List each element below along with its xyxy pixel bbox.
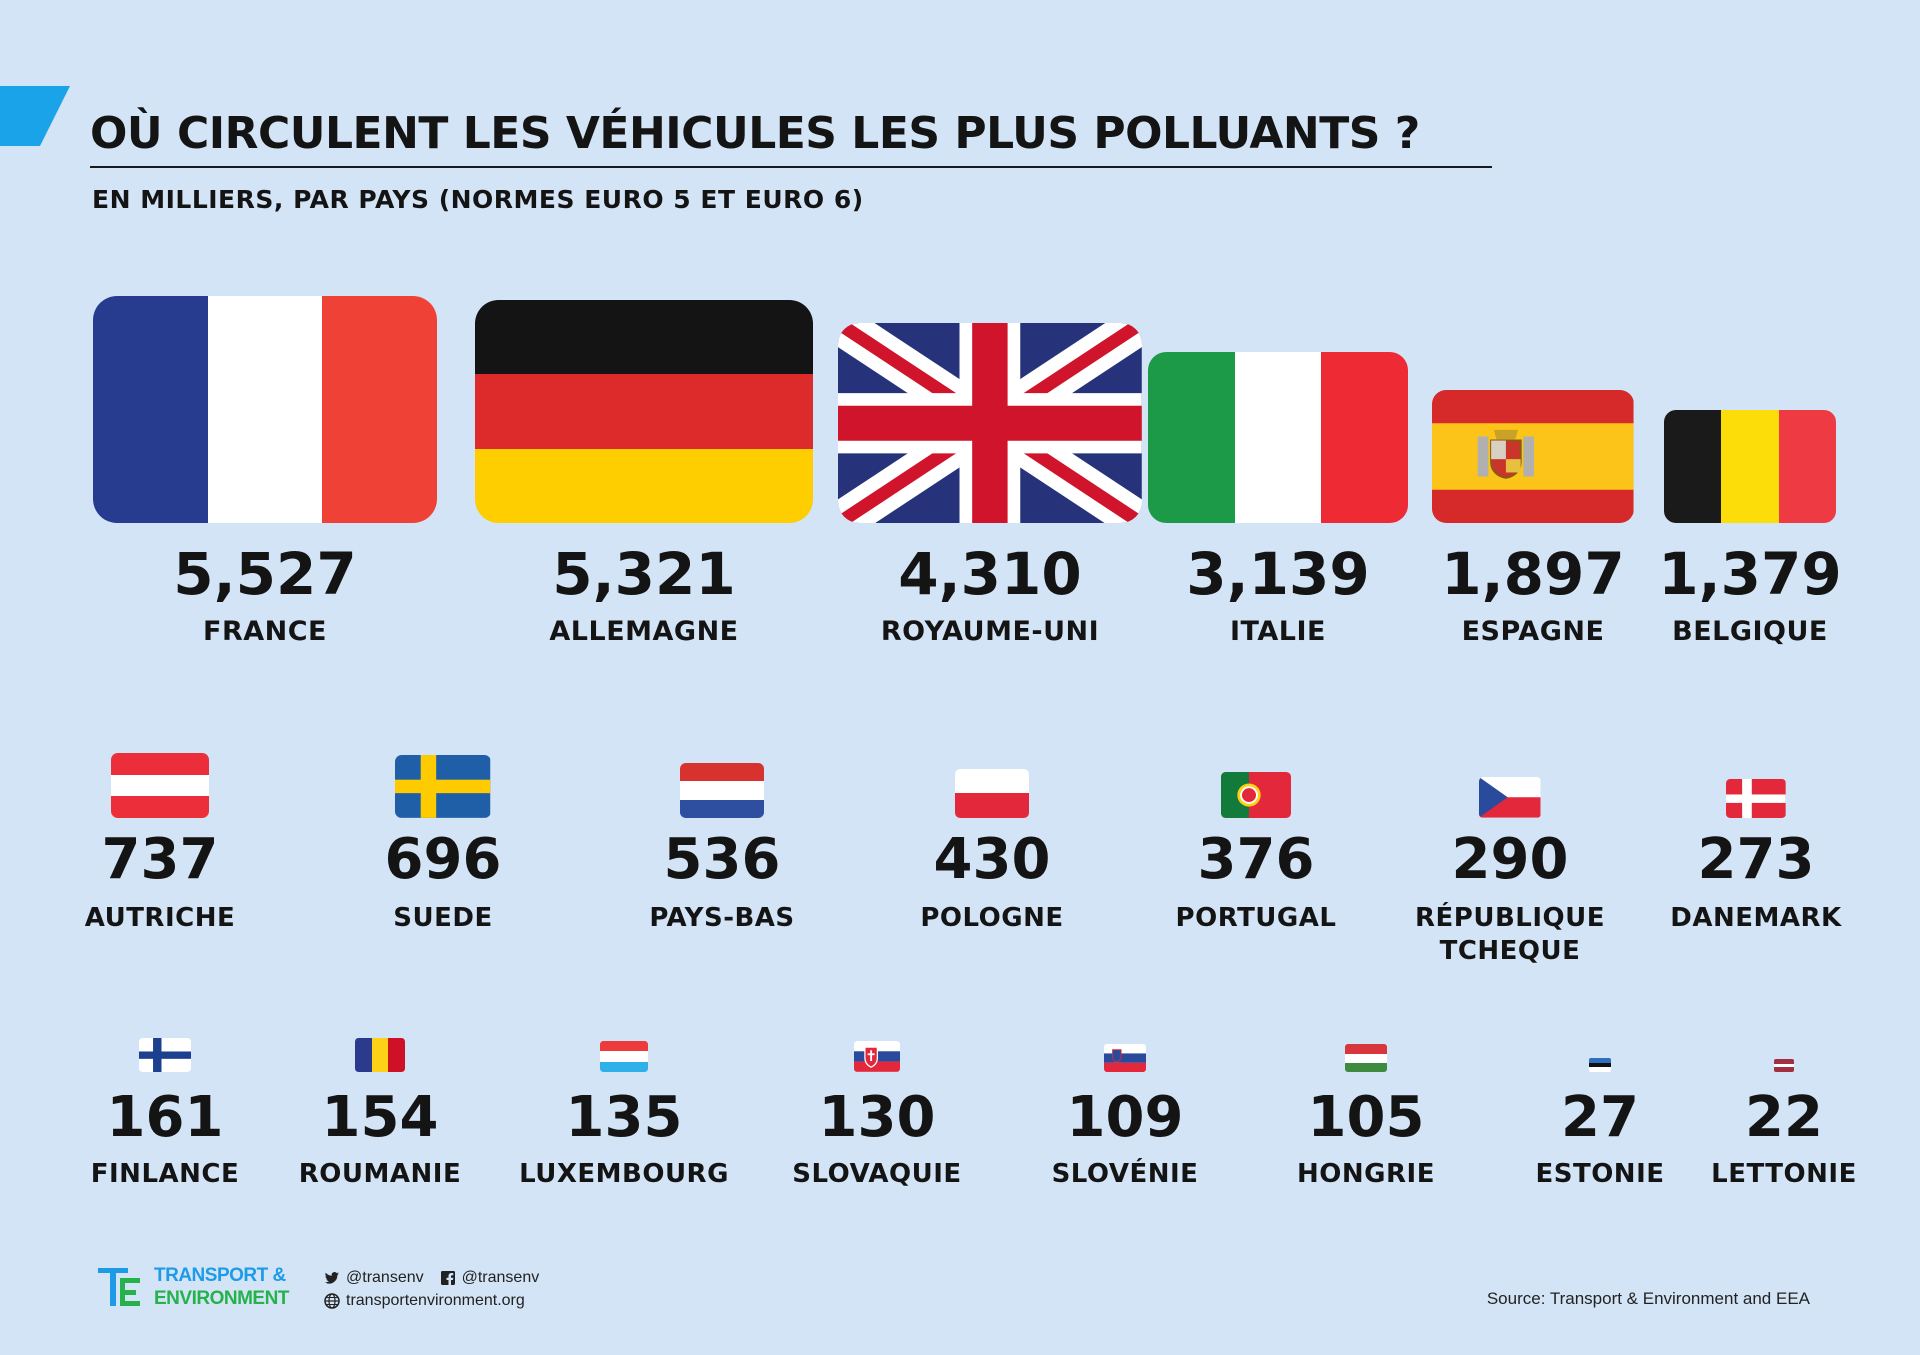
flag-fr-icon: [93, 295, 437, 523]
value-label: 1,897: [1441, 540, 1625, 608]
flag-hu-icon: [1345, 1044, 1387, 1072]
te-logo-icon: [98, 1268, 140, 1306]
value-label: 290: [1451, 827, 1569, 892]
org-name-line1: TRANSPORT &: [154, 1265, 286, 1286]
flag-ee-icon: [1589, 1057, 1611, 1072]
flag-se-icon: [395, 755, 491, 818]
flag-sk-icon: [853, 1041, 901, 1072]
value-label: 105: [1307, 1085, 1425, 1150]
flag-ro-icon: [354, 1038, 406, 1072]
org-name: TRANSPORT & ENVIRONMENT: [154, 1264, 334, 1310]
flag-gb-icon: [838, 322, 1142, 523]
flag-pt-icon: [1221, 771, 1291, 818]
value-label: 5,527: [173, 540, 357, 608]
country-label: ROUMANIE: [298, 1159, 462, 1189]
globe-icon: [324, 1292, 340, 1309]
country-label: BELGIQUE: [1672, 616, 1828, 647]
flag-de-icon: [475, 300, 813, 523]
title-divider: [90, 166, 1492, 168]
country-label: LUXEMBOURG: [519, 1159, 729, 1189]
value-label: 430: [933, 827, 1051, 892]
country-label: RÉPUBLIQUE TCHEQUE: [1415, 903, 1605, 966]
value-label: 4,310: [898, 540, 1082, 608]
flag-lv-icon: [1774, 1059, 1794, 1072]
flag-lu-icon: [600, 1040, 648, 1072]
value-label: 154: [321, 1085, 439, 1150]
country-label: SUEDE: [393, 903, 493, 933]
country-label: PORTUGAL: [1175, 903, 1337, 933]
social-row: @transenv @transenv: [324, 1266, 644, 1289]
country-label: HONGRIE: [1297, 1159, 1435, 1189]
value-label: 22: [1745, 1085, 1823, 1150]
flag-at-icon: [111, 753, 209, 818]
social-links: @transenv @transenv transportenvironment…: [324, 1266, 644, 1312]
value-label: 109: [1066, 1085, 1184, 1150]
value-label: 273: [1697, 827, 1815, 892]
value-label: 536: [663, 827, 781, 892]
value-label: 161: [106, 1085, 224, 1150]
value-label: 135: [565, 1085, 683, 1150]
value-label: 696: [384, 827, 502, 892]
country-label: FRANCE: [203, 616, 327, 647]
flag-si-icon: [1103, 1043, 1147, 1072]
org-name-line2: ENVIRONMENT: [154, 1288, 289, 1309]
country-label: POLOGNE: [920, 903, 1064, 933]
website-link[interactable]: transportenvironment.org: [346, 1292, 525, 1309]
country-label: ITALIE: [1230, 616, 1326, 647]
website-row: transportenvironment.org: [324, 1289, 644, 1312]
value-label: 27: [1561, 1085, 1639, 1150]
country-label: SLOVÉNIE: [1051, 1159, 1199, 1189]
country-label: DANEMARK: [1670, 903, 1842, 933]
corner-accent-tab: [0, 86, 70, 146]
value-label: 737: [101, 827, 219, 892]
flag-pl-icon: [954, 768, 1030, 818]
country-label: AUTRICHE: [84, 903, 236, 933]
flag-cz-icon: [1479, 777, 1541, 818]
chart-title: OÙ CIRCULENT LES VÉHICULES LES PLUS POLL…: [90, 108, 1420, 159]
country-label: SLOVAQUIE: [792, 1159, 962, 1189]
flag-es-icon: [1432, 389, 1634, 523]
value-label: 130: [818, 1085, 936, 1150]
flag-nl-icon: [680, 762, 764, 818]
country-label: LETTONIE: [1711, 1159, 1857, 1189]
country-label: PAYS-BAS: [649, 903, 795, 933]
flag-dk-icon: [1726, 778, 1786, 818]
flag-fi-icon: [139, 1037, 191, 1072]
chart-subtitle: EN MILLIERS, PAR PAYS (NORMES EURO 5 ET …: [92, 185, 864, 214]
flag-it-icon: [1148, 351, 1408, 523]
country-label: ESPAGNE: [1461, 616, 1605, 647]
value-label: 376: [1197, 827, 1315, 892]
value-label: 5,321: [552, 540, 736, 608]
facebook-handle-link[interactable]: @transenv: [461, 1269, 540, 1286]
country-label: ESTONIE: [1535, 1159, 1665, 1189]
value-label: 3,139: [1186, 540, 1370, 608]
twitter-handle-link[interactable]: @transenv: [346, 1269, 424, 1286]
facebook-icon: [440, 1270, 455, 1286]
country-label: FINLANCE: [90, 1159, 240, 1189]
country-label: ALLEMAGNE: [549, 616, 739, 647]
twitter-icon: [324, 1271, 339, 1284]
flag-be-icon: [1664, 409, 1836, 523]
value-label: 1,379: [1658, 540, 1842, 608]
source-note: Source: Transport & Environment and EEA: [1486, 1289, 1810, 1308]
country-label: ROYAUME-UNI: [880, 616, 1100, 647]
